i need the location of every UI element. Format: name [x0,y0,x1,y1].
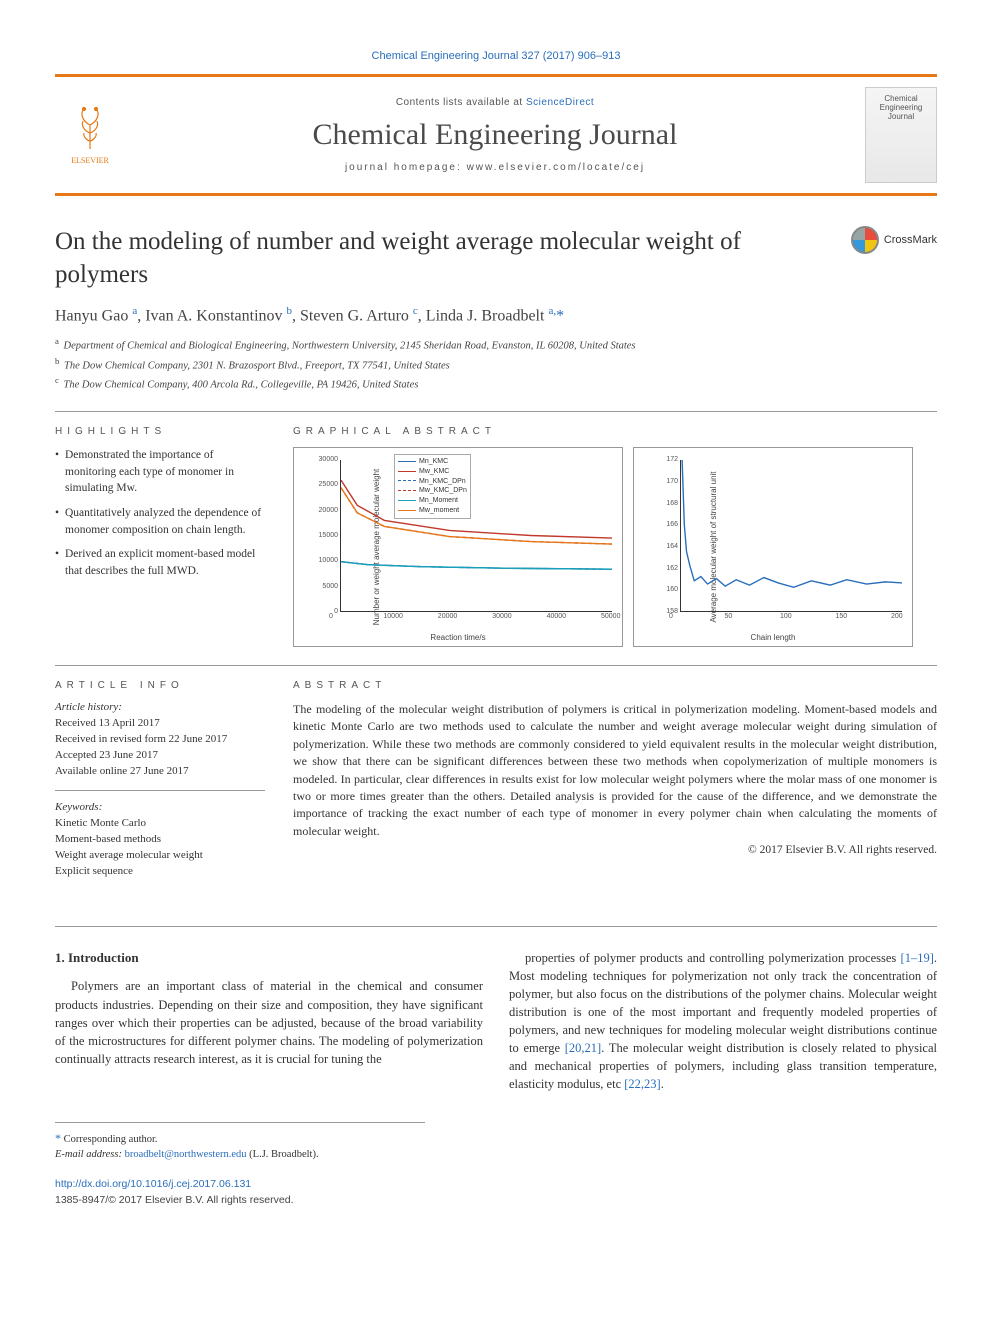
legend-item: Mn_KMC_DPn [398,477,467,487]
contents-prefix: Contents lists available at [396,97,526,108]
intro-para-2: properties of polymer products and contr… [509,949,937,1094]
abstract-label: ABSTRACT [293,680,937,691]
keyword-item: Weight average molecular weight [55,848,265,864]
email-label: E-mail address: [55,1149,125,1160]
journal-cover-thumbnail: Chemical Engineering Journal [865,87,937,183]
cover-line-2: Engineering [880,103,923,112]
ga-chart-1: Number or weight average molecular weigh… [293,447,623,647]
chart1-legend: Mn_KMCMw_KMCMn_KMC_DPnMw_KMC_DPnMn_Momen… [394,454,471,519]
affiliation-b: The Dow Chemical Company, 2301 N. Brazos… [64,360,450,371]
email-name: (L.J. Broadbelt). [247,1149,319,1160]
chart2-xlabel: Chain length [751,633,796,642]
article-history: Article history: Received 13 April 2017R… [55,701,265,791]
abstract-text: The modeling of the molecular weight dis… [293,701,937,840]
history-line: Received 13 April 2017 [55,716,265,732]
article-title: On the modeling of number and weight ave… [55,226,833,291]
intro-para-1: Polymers are an important class of mater… [55,977,483,1068]
cover-line-3: Journal [888,112,914,121]
homepage-url[interactable]: www.elsevier.com/locate/cej [467,162,646,173]
sciencedirect-link[interactable]: ScienceDirect [526,97,594,108]
affiliation-c: The Dow Chemical Company, 400 Arcola Rd.… [64,379,419,390]
abstract-copyright: © 2017 Elsevier B.V. All rights reserved… [293,844,937,856]
highlights-label: HIGHLIGHTS [55,426,265,437]
elsevier-logo: ELSEVIER [55,96,125,174]
issn-copyright: 1385-8947/© 2017 Elsevier B.V. All right… [55,1194,294,1206]
highlight-item: Derived an explicit moment-based model t… [55,546,265,579]
citation-line: Chemical Engineering Journal 327 (2017) … [55,50,937,62]
cover-line-1: Chemical [884,94,917,103]
corresponding-author-note: Corresponding author. [64,1134,158,1145]
elsevier-text: ELSEVIER [71,156,109,165]
contents-available-line: Contents lists available at ScienceDirec… [143,97,847,108]
section-1-heading: 1. Introduction [55,949,483,968]
graphical-abstract-figure: Number or weight average molecular weigh… [293,447,937,647]
citation-ref[interactable]: [22,23] [624,1077,660,1091]
history-line: Received in revised form 22 June 2017 [55,732,265,748]
keyword-item: Moment-based methods [55,832,265,848]
corresponding-email-link[interactable]: broadbelt@northwestern.edu [125,1149,247,1160]
crossmark-icon [851,226,879,254]
footnotes: * Corresponding author. E-mail address: … [55,1122,425,1164]
keyword-item: Explicit sequence [55,864,265,880]
affiliation-a: Department of Chemical and Biological En… [64,341,636,352]
history-line: Accepted 23 June 2017 [55,748,265,764]
page-footer: http://dx.doi.org/10.1016/j.cej.2017.06.… [55,1177,937,1209]
legend-item: Mw_moment [398,506,467,516]
citation-ref[interactable]: [1–19] [901,951,934,965]
legend-item: Mn_KMC [398,457,467,467]
keywords-label: Keywords: [55,801,265,813]
elsevier-tree-icon [70,105,110,156]
journal-homepage: journal homepage: www.elsevier.com/locat… [143,162,847,173]
keyword-item: Kinetic Monte Carlo [55,816,265,832]
crossmark-badge[interactable]: CrossMark [851,226,937,254]
crossmark-label: CrossMark [884,234,937,246]
homepage-prefix: journal homepage: [345,162,467,173]
highlight-item: Demonstrated the importance of monitorin… [55,447,265,497]
legend-item: Mn_Moment [398,496,467,506]
article-body: 1. Introduction Polymers are an importan… [55,949,937,1094]
doi-link[interactable]: http://dx.doi.org/10.1016/j.cej.2017.06.… [55,1178,251,1190]
affiliations: a Department of Chemical and Biological … [55,335,937,393]
highlights-list: Demonstrated the importance of monitorin… [55,447,265,580]
section-title: Introduction [68,950,139,965]
history-line: Available online 27 June 2017 [55,764,265,780]
citation-ref[interactable]: [20,21] [565,1041,601,1055]
author-list: Hanyu Gao a, Ivan A. Konstantinov b, Ste… [55,305,937,325]
article-info-label: ARTICLE INFO [55,680,265,691]
graphical-abstract-label: GRAPHICAL ABSTRACT [293,426,937,437]
ga-chart-2: Average molecular weight of structural u… [633,447,913,647]
journal-header: ELSEVIER Contents lists available at Sci… [55,74,937,196]
chart1-xlabel: Reaction time/s [430,633,485,642]
history-label: Article history: [55,701,265,713]
journal-name: Chemical Engineering Journal [143,118,847,152]
body-divider [55,926,937,927]
legend-item: Mw_KMC [398,467,467,477]
highlight-item: Quantitatively analyzed the dependence o… [55,505,265,538]
section-number: 1. [55,950,65,965]
keywords-block: Keywords: Kinetic Monte CarloMoment-base… [55,801,265,890]
legend-item: Mw_KMC_DPn [398,486,467,496]
